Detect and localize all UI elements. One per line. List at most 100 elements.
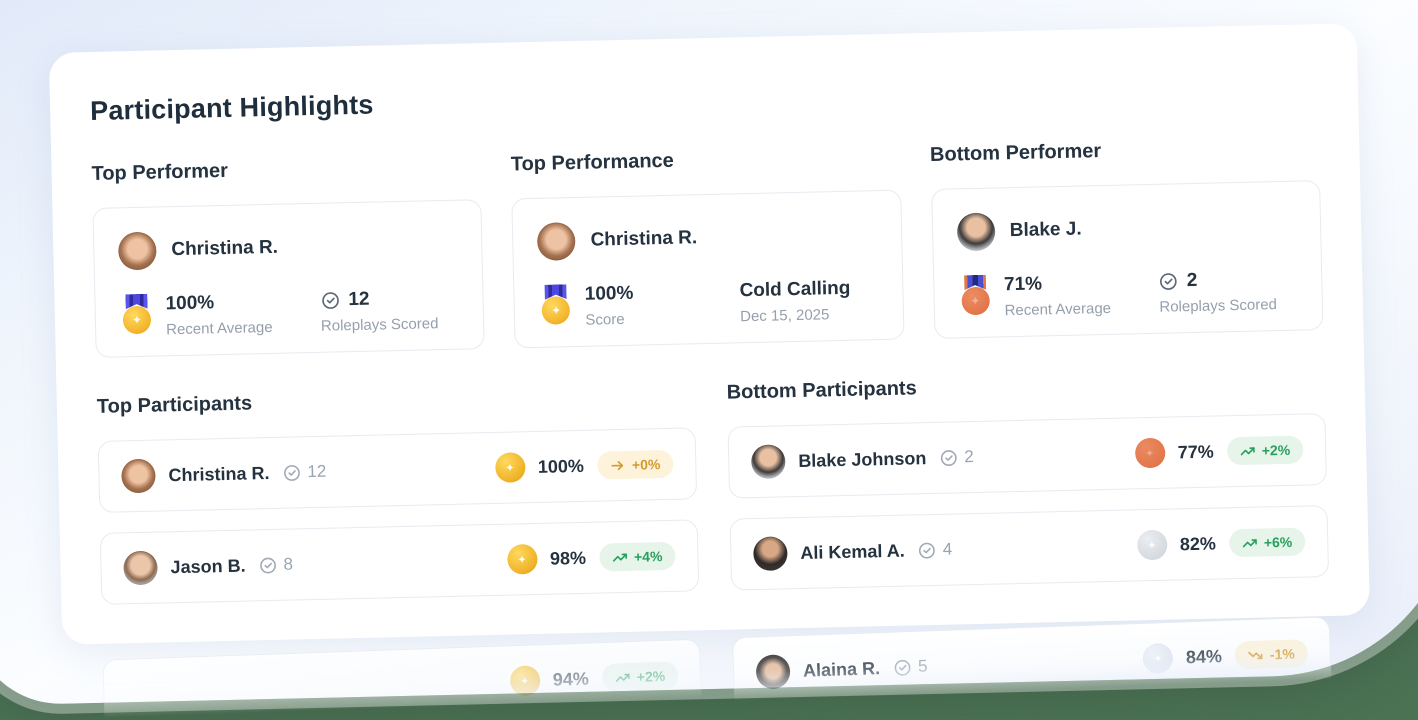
top-performance-card: Christina R. ✦ 100% Score: [511, 189, 905, 349]
participant-row-partial[interactable]: Alaina R. 5 ✦ 84% -1%: [731, 616, 1333, 710]
highlight-cards-grid: Top Performer Christina R. ✦: [91, 135, 1324, 358]
roleplays-target-icon: [1160, 273, 1178, 290]
gold-medal-icon: ✦: [119, 294, 154, 340]
participant-row[interactable]: Blake Johnson 2 ✦ 77% +2%: [727, 413, 1327, 499]
stat-label: Score: [585, 310, 625, 329]
bottom-participants-list: Bottom Participants Blake Johnson 2 ✦ 77…: [726, 368, 1333, 710]
row-score: 77%: [1177, 441, 1214, 462]
avatar: [750, 444, 786, 480]
list-heading: Bottom Participants: [726, 377, 917, 404]
participant-row-partial[interactable]: ✦ 94% +2%: [102, 638, 703, 720]
roleplays-target-icon: [284, 464, 300, 481]
stat-recent-average: ✦ 100% Recent Average: [119, 290, 321, 340]
trend-value: +2%: [636, 667, 666, 685]
page-title: Participant Highlights: [89, 89, 374, 126]
gold-rank-badge-icon: ✦: [506, 543, 538, 575]
row-name: Jason B.: [170, 555, 246, 577]
stat-label: Roleplays Scored: [1159, 296, 1278, 316]
trend-badge: +4%: [598, 541, 676, 572]
stat-value: 100%: [584, 282, 634, 305]
row-count: 12: [307, 461, 327, 482]
list-heading: Top Participants: [96, 392, 253, 418]
trend-badge: +0%: [596, 449, 674, 480]
row-score: 84%: [1185, 645, 1223, 667]
avatar: [121, 458, 156, 494]
row-name: Ali Kemal A.: [800, 540, 905, 563]
participant-row[interactable]: Ali Kemal A. 4 ✦ 82% +6%: [729, 505, 1330, 591]
trend-up-icon: [1240, 446, 1255, 455]
stat-recent-average: ✦ 71% Recent Average: [958, 271, 1160, 321]
row-count: 2: [964, 447, 974, 467]
trend-up-icon: [615, 673, 630, 682]
participant-highlights-panel: Participant Highlights Top Performer Chr…: [48, 23, 1370, 720]
roleplays-target-icon: [322, 292, 339, 309]
silver-blue-rank-badge-icon: ✦: [1142, 642, 1174, 674]
gold-rank-badge-icon: ✦: [494, 452, 526, 483]
stat-label: Recent Average: [1004, 299, 1112, 320]
avatar: [755, 654, 791, 690]
participant-name: Blake J.: [1009, 218, 1082, 242]
trend-badge: -1%: [1234, 639, 1309, 670]
bronze-medal-icon: ✦: [958, 275, 993, 321]
avatar: [956, 212, 996, 252]
trend-badge: +6%: [1228, 527, 1306, 558]
stat-value: Cold Calling: [739, 277, 851, 302]
roleplays-target-icon: [260, 557, 276, 573]
trend-value: +2%: [1261, 441, 1291, 459]
row-score: 98%: [549, 547, 587, 569]
participant-name: Christina R.: [171, 236, 279, 261]
trend-down-icon: [1248, 651, 1263, 659]
trend-value: +0%: [631, 456, 661, 473]
row-score: 94%: [552, 668, 590, 690]
trend-badge: +2%: [1226, 435, 1304, 466]
row-name: Blake Johnson: [798, 447, 927, 471]
trend-value: -1%: [1269, 645, 1296, 663]
stat-label: Recent Average: [165, 318, 273, 339]
stat-score: ✦ 100% Score: [539, 280, 741, 330]
gold-rank-badge-icon: ✦: [509, 665, 541, 697]
avatar: [117, 231, 157, 271]
section-top-performance: Top Performance Christina R. ✦: [511, 145, 905, 349]
trend-up-icon: [1242, 538, 1257, 547]
bottom-performer-card: Blake J. ✦ 71% Recent Average: [930, 180, 1324, 339]
section-bottom-performer: Bottom Performer Blake J. ✦: [930, 135, 1324, 339]
top-participants-list: Top Participants Christina R. 12 ✦ 100%: [96, 382, 703, 720]
participant-row[interactable]: Jason B. 8 ✦ 98% +4%: [99, 519, 700, 605]
section-heading: Top Performance: [510, 149, 675, 176]
row-count: 8: [283, 554, 294, 574]
trend-flat-icon: [610, 460, 623, 470]
avatar: [753, 536, 788, 572]
section-heading: Bottom Performer: [929, 140, 1102, 166]
row-count: 4: [942, 539, 953, 559]
gold-medal-icon: ✦: [539, 284, 574, 330]
section-top-performer: Top Performer Christina R. ✦: [91, 154, 486, 358]
stat-value: 71%: [1003, 273, 1043, 296]
top-performer-card: Christina R. ✦ 100% Recent Average: [92, 199, 486, 358]
roleplays-target-icon: [940, 449, 957, 466]
participant-row[interactable]: Christina R. 12 ✦ 100% +0%: [97, 427, 698, 513]
trend-up-icon: [612, 553, 627, 562]
stat-value: 100%: [165, 292, 215, 315]
avatar: [123, 550, 158, 586]
stat-value: 2: [1186, 269, 1198, 292]
participant-lists: Top Participants Christina R. 12 ✦ 100%: [96, 368, 1333, 720]
stat-label: Roleplays Scored: [320, 315, 439, 335]
stat-value: 12: [348, 288, 370, 311]
row-score: 82%: [1179, 533, 1217, 554]
row-count: 5: [917, 656, 928, 676]
row-name: Alaina R.: [802, 657, 881, 681]
row-score: 100%: [537, 455, 585, 477]
roleplays-target-icon: [919, 542, 936, 559]
stat-label: Dec 15, 2025: [739, 306, 830, 326]
trend-badge: +2%: [601, 661, 679, 693]
stat-roleplays-scored: 12 Roleplays Scored: [320, 287, 459, 335]
participant-name: Christina R.: [590, 227, 698, 251]
silver-rank-badge-icon: ✦: [1136, 529, 1168, 561]
orange-rank-badge-icon: ✦: [1134, 437, 1166, 469]
trend-value: +6%: [1263, 533, 1293, 551]
section-heading: Top Performer: [91, 159, 229, 185]
stat-roleplay-type: Cold Calling Dec 15, 2025: [739, 277, 878, 326]
trend-value: +4%: [633, 548, 663, 565]
